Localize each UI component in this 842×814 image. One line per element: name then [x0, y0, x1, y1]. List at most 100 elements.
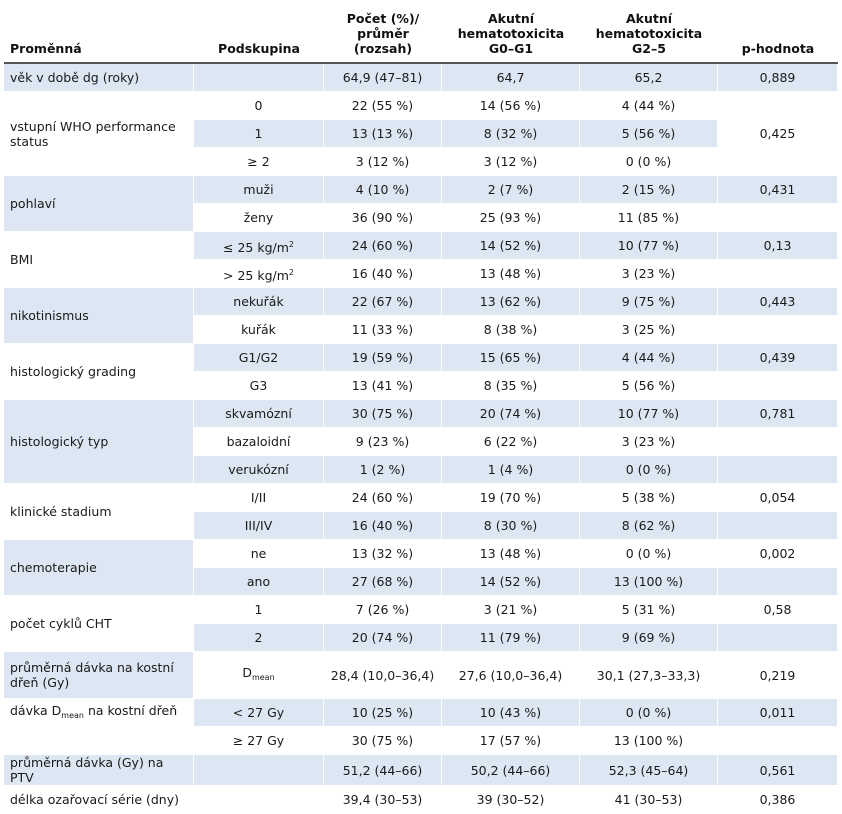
cell-p-value: 0,889	[718, 64, 838, 92]
cell-p-value	[718, 727, 838, 755]
table-row: ženy 36 (90 %) 25 (93 %) 11 (85 %)	[4, 204, 838, 232]
cell-p-value: 0,219	[718, 652, 838, 699]
cell-subgroup: ≤ 25 kg/m2	[194, 232, 324, 260]
table-row: průměrná dávka (Gy) na PTV 51,2 (44–66) …	[4, 755, 838, 786]
table-row: ano 27 (68 %) 14 (52 %) 13 (100 %)	[4, 568, 838, 596]
cell-g0-g1: 14 (52 %)	[442, 568, 580, 596]
cell-p-value	[718, 456, 838, 484]
table-row: histologický typ skvamózní 30 (75 %) 20 …	[4, 400, 838, 484]
cell-g0-g1: 10 (43 %)	[442, 699, 580, 727]
cell-g0-g1: 3 (21 %)	[442, 596, 580, 624]
cell-count: 13 (32 %)	[324, 540, 442, 568]
cell-p-value	[718, 428, 838, 456]
cell-g0-g1: 14 (56 %)	[442, 92, 580, 120]
cell-p-value	[718, 512, 838, 540]
table-row: 2 20 (74 %) 11 (79 %) 9 (69 %)	[4, 624, 838, 652]
cell-g2-5: 3 (23 %)	[580, 260, 718, 288]
table-row: počet cyklů CHT 1 7 (26 %) 3 (21 %) 5 (3…	[4, 596, 838, 652]
cell-g0-g1: 25 (93 %)	[442, 204, 580, 232]
cell-variable	[4, 727, 194, 755]
cell-g0-g1: 11 (79 %)	[442, 624, 580, 652]
cell-p-value: 0,386	[718, 786, 838, 814]
cell-count: 16 (40 %)	[324, 260, 442, 288]
table-row: vstupní WHO performance status 0 22 (55 …	[4, 92, 838, 176]
cell-variable: BMI	[4, 232, 194, 288]
cell-count: 30 (75 %)	[324, 727, 442, 755]
cell-p-value: 0,011	[718, 699, 838, 727]
cell-count: 39,4 (30–53)	[324, 786, 442, 814]
cell-p-value	[718, 204, 838, 232]
cell-count: 10 (25 %)	[324, 699, 442, 727]
cell-g2-5: 52,3 (45–64)	[580, 755, 718, 786]
cell-g2-5: 4 (44 %)	[580, 92, 718, 120]
cell-subgroup: ženy	[194, 204, 324, 232]
cell-subgroup: < 27 Gy	[194, 699, 324, 727]
cell-count: 22 (67 %)	[324, 288, 442, 316]
cell-variable: chemoterapie	[4, 540, 194, 596]
cell-variable: průměrná dávka (Gy) na PTV	[4, 755, 194, 786]
cell-g0-g1: 14 (52 %)	[442, 232, 580, 260]
cell-subgroup: I/II	[194, 484, 324, 512]
cell-subgroup: kuřák	[194, 316, 324, 344]
table-row: dávka Dmean na kostní dřeň < 27 Gy 10 (2…	[4, 699, 838, 727]
cell-p-value	[718, 568, 838, 596]
cell-subgroup: 2	[194, 624, 324, 652]
cell-subgroup: 0	[194, 92, 324, 120]
cell-g2-5: 4 (44 %)	[580, 344, 718, 372]
cell-count: 22 (55 %)	[324, 92, 442, 120]
cell-g2-5: 5 (38 %)	[580, 484, 718, 512]
cell-subgroup: 1	[194, 120, 324, 148]
cell-count: 36 (90 %)	[324, 204, 442, 232]
table-row: věk v době dg (roky) 64,9 (47–81) 64,7 6…	[4, 64, 838, 92]
cell-g0-g1: 13 (48 %)	[442, 260, 580, 288]
cell-g2-5: 10 (77 %)	[580, 400, 718, 428]
cell-p-value	[718, 260, 838, 288]
cell-g2-5: 30,1 (27,3–33,3)	[580, 652, 718, 699]
cell-variable: klinické stadium	[4, 484, 194, 540]
cell-subgroup: G1/G2	[194, 344, 324, 372]
cell-g2-5: 0 (0 %)	[580, 699, 718, 727]
header-count: Počet (%)/průměr (rozsah)	[324, 0, 442, 64]
cell-g2-5: 41 (30–53)	[580, 786, 718, 814]
table-row: nikotinismus nekuřák 22 (67 %) 13 (62 %)…	[4, 288, 838, 344]
cell-g0-g1: 15 (65 %)	[442, 344, 580, 372]
cell-g2-5: 0 (0 %)	[580, 148, 718, 176]
table-row: ≥ 27 Gy 30 (75 %) 17 (57 %) 13 (100 %)	[4, 727, 838, 755]
cell-g2-5: 9 (75 %)	[580, 288, 718, 316]
cell-count: 11 (33 %)	[324, 316, 442, 344]
cell-g0-g1: 3 (12 %)	[442, 148, 580, 176]
cell-g0-g1: 39 (30–52)	[442, 786, 580, 814]
cell-p-value: 0,425	[718, 92, 838, 176]
cell-p-value: 0,58	[718, 596, 838, 624]
table-row: pohlaví muži 4 (10 %) 2 (7 %) 2 (15 %) 0…	[4, 176, 838, 232]
cell-p-value	[718, 372, 838, 400]
cell-p-value: 0,431	[718, 176, 838, 204]
cell-subgroup: > 25 kg/m2	[194, 260, 324, 288]
header-variable: Proměnná	[4, 0, 194, 64]
cell-variable: pohlaví	[4, 176, 194, 232]
cell-g0-g1: 64,7	[442, 64, 580, 92]
cell-count: 20 (74 %)	[324, 624, 442, 652]
table-row: klinické stadium I/II 24 (60 %) 19 (70 %…	[4, 484, 838, 540]
cell-count: 51,2 (44–66)	[324, 755, 442, 786]
cell-subgroup: ano	[194, 568, 324, 596]
cell-g2-5: 10 (77 %)	[580, 232, 718, 260]
cell-g2-5: 8 (62 %)	[580, 512, 718, 540]
cell-subgroup: verukózní	[194, 456, 324, 484]
cell-variable: délka ozařovací série (dny)	[4, 786, 194, 814]
cell-subgroup: 1	[194, 596, 324, 624]
cell-subgroup	[194, 755, 324, 786]
cell-g2-5: 13 (100 %)	[580, 727, 718, 755]
cell-variable: průměrná dávka na kostní dřeň (Gy)	[4, 652, 194, 699]
results-table: Proměnná Podskupina Počet (%)/průměr (roz…	[4, 0, 838, 814]
table-row: průměrná dávka na kostní dřeň (Gy) Dmean…	[4, 652, 838, 699]
cell-count: 64,9 (47–81)	[324, 64, 442, 92]
table-row: > 25 kg/m2 16 (40 %) 13 (48 %) 3 (23 %)	[4, 260, 838, 288]
cell-p-value: 0,443	[718, 288, 838, 316]
cell-count: 16 (40 %)	[324, 512, 442, 540]
cell-count: 19 (59 %)	[324, 344, 442, 372]
cell-g0-g1: 1 (4 %)	[442, 456, 580, 484]
cell-subgroup: Dmean	[194, 652, 324, 699]
cell-variable: vstupní WHO performance status	[4, 92, 194, 176]
cell-g0-g1: 19 (70 %)	[442, 484, 580, 512]
